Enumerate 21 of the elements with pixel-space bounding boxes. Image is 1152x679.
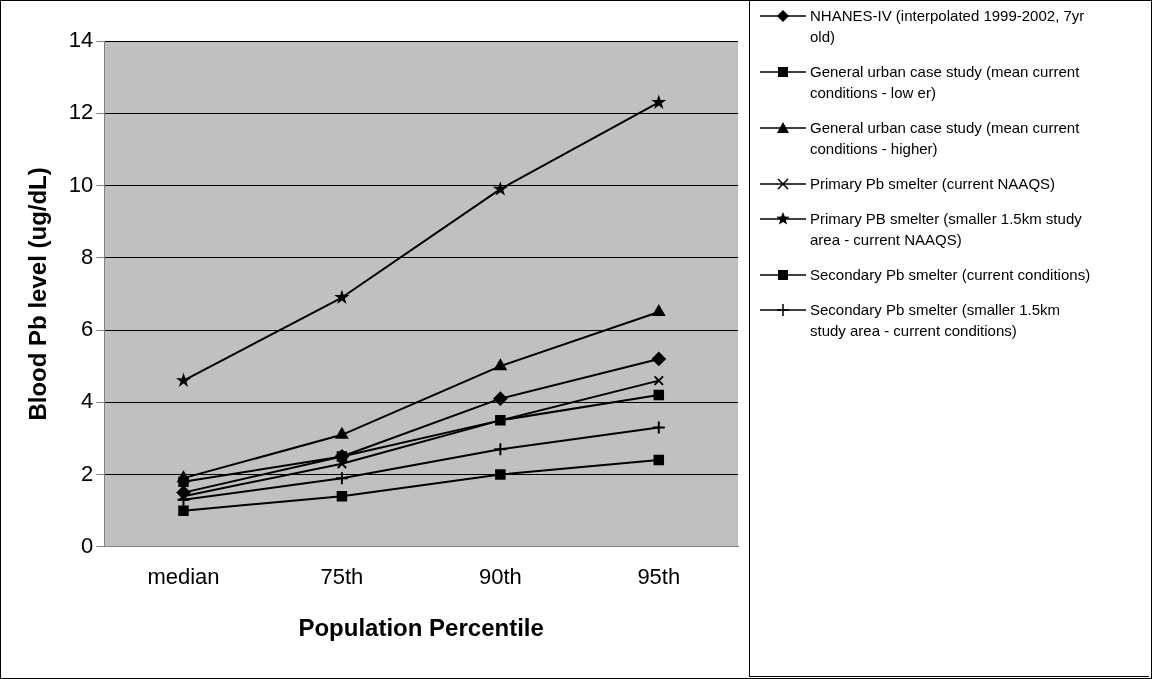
- y-tick-label: 8: [81, 243, 94, 269]
- x-tick-label: 75th: [320, 564, 364, 590]
- y-tick-label: 4: [81, 388, 94, 414]
- y-axis-title: Blood Pb level (ug/dL): [24, 167, 52, 421]
- y-tick-label: 0: [81, 532, 94, 558]
- y-tick-label: 10: [68, 171, 94, 197]
- legend-label: Primary PB smelter (smaller 1.5km study area - current NAAQS): [810, 209, 1083, 250]
- x-axis-title: Population Percentile: [298, 614, 544, 642]
- legend-label: Secondary Pb smelter (current conditions): [810, 265, 1092, 285]
- y-tick-label: 12: [68, 99, 94, 125]
- x-tick-label: median: [147, 564, 220, 590]
- legend-label: General urban case study (mean current conditions - higher): [810, 118, 1081, 159]
- y-tick-label: 6: [81, 316, 94, 342]
- x-tick-label: 95th: [637, 564, 681, 590]
- legend-label: NHANES-IV (interpolated 1999-2002, 7yr old): [810, 6, 1086, 47]
- y-tick-label: 2: [81, 460, 94, 486]
- legend-label: Secondary Pb smelter (smaller 1.5km study area - current conditions): [810, 300, 1062, 341]
- x-tick-label: 90th: [478, 564, 522, 590]
- legend-label: General urban case study (mean current conditions - low er): [810, 62, 1081, 103]
- legend-label: Primary Pb smelter (current NAAQS): [810, 174, 1057, 194]
- y-tick-label: 14: [68, 27, 94, 53]
